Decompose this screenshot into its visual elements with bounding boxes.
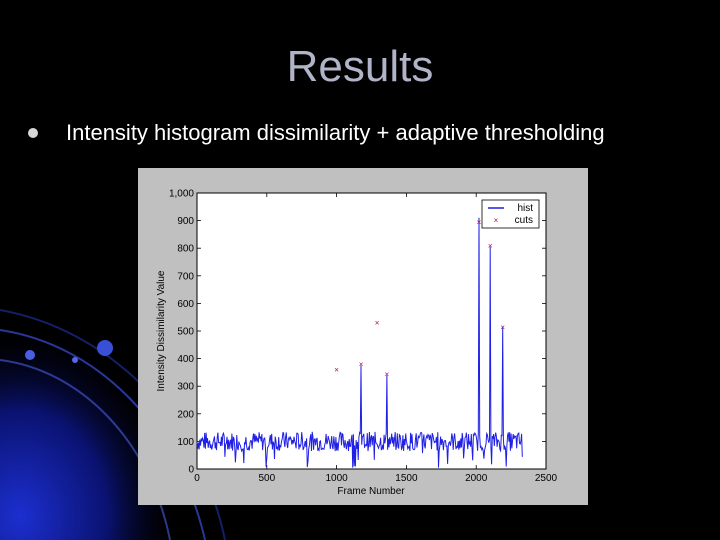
bullet-dot-icon: [28, 128, 38, 138]
cut-marker: ×: [334, 366, 339, 375]
series-hist-line: [196, 217, 523, 468]
y-tick-label: 0: [188, 465, 194, 476]
x-tick-label: 2000: [465, 473, 488, 484]
bullet-text: Intensity histogram dissimilarity + adap…: [66, 120, 605, 145]
x-tick-label: 1000: [325, 473, 348, 484]
legend-hist-label: hist: [517, 203, 533, 214]
cut-marker: ×: [500, 323, 505, 332]
cut-marker: ×: [488, 241, 493, 250]
x-axis-label: Frame Number: [337, 486, 405, 497]
x-tick-label: 0: [194, 473, 200, 484]
chart-figure: 0 100 200 300 400 500 600 700 800 900 1,000 0 500 10…: [138, 168, 588, 505]
legend-cuts-marker: ×: [494, 216, 499, 225]
y-tick-label: 1,000: [169, 189, 194, 200]
y-tick-label: 700: [177, 271, 194, 282]
y-tick-label: 600: [177, 299, 194, 310]
bullet-item: Intensity histogram dissimilarity + adap…: [28, 120, 605, 146]
y-tick-label: 200: [177, 409, 194, 420]
x-tick-label: 500: [258, 473, 275, 484]
y-tick-label: 300: [177, 382, 194, 393]
cut-marker: ×: [375, 319, 380, 328]
legend-box: [481, 199, 540, 229]
y-tick-label: 400: [177, 354, 194, 365]
plot-area: [196, 192, 547, 470]
legend: hist × cuts: [481, 199, 540, 229]
y-tick-label: 900: [177, 216, 194, 227]
cut-marker: ×: [385, 370, 390, 379]
x-tick-label: 2500: [535, 473, 558, 484]
cut-marker: ×: [477, 218, 482, 227]
legend-cuts-label: cuts: [515, 215, 533, 226]
y-tick-label: 100: [177, 437, 194, 448]
slide-title: Results: [286, 42, 434, 91]
cut-marker: ×: [359, 360, 364, 369]
chart-svg: 0 100 200 300 400 500 600 700 800 900 1,000 0 500 10…: [156, 189, 558, 498]
x-tick-label: 1500: [395, 473, 418, 484]
y-tick-label: 500: [177, 327, 194, 338]
y-axis-label: Intensity Dissimilarity Value: [156, 270, 167, 391]
y-tick-label: 800: [177, 244, 194, 255]
